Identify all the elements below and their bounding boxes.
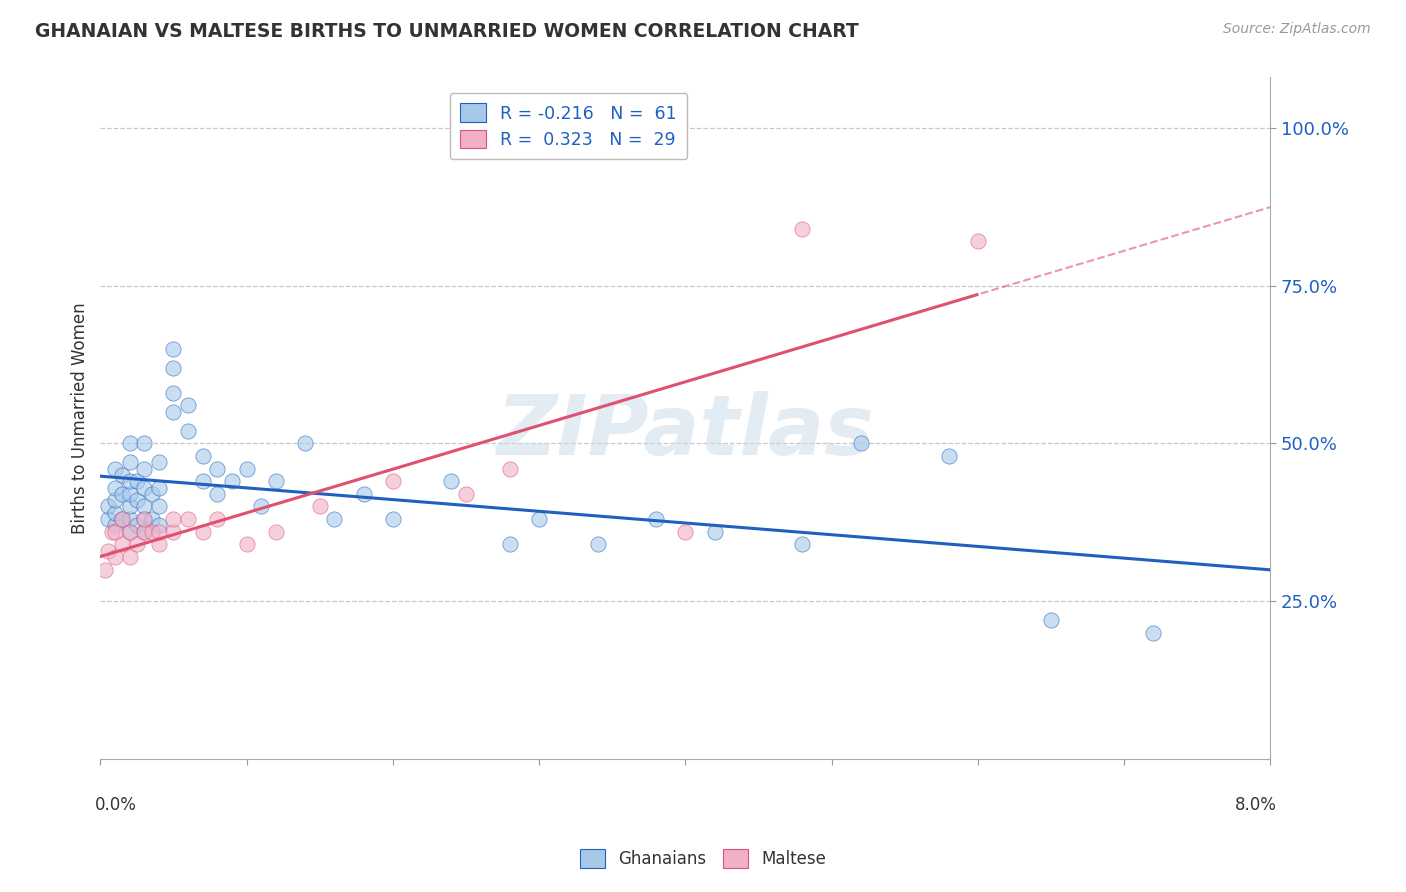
Text: Source: ZipAtlas.com: Source: ZipAtlas.com xyxy=(1223,22,1371,37)
Point xyxy=(235,537,257,551)
Point xyxy=(264,474,287,488)
Point xyxy=(162,385,184,400)
Point xyxy=(849,436,872,450)
Text: ZIPatlas: ZIPatlas xyxy=(496,392,875,472)
Point xyxy=(134,512,156,526)
Point xyxy=(177,399,200,413)
Point xyxy=(104,493,127,508)
Point xyxy=(111,487,134,501)
Point xyxy=(162,512,184,526)
Point xyxy=(118,474,141,488)
Point xyxy=(162,405,184,419)
Point xyxy=(104,524,127,539)
Point xyxy=(134,524,156,539)
Point xyxy=(381,512,404,526)
Point xyxy=(191,524,214,539)
Point xyxy=(323,512,346,526)
Point xyxy=(381,474,404,488)
Legend: Ghanaians, Maltese: Ghanaians, Maltese xyxy=(574,843,832,875)
Point xyxy=(104,461,127,475)
Point xyxy=(104,518,127,533)
Point xyxy=(118,524,141,539)
Point xyxy=(162,342,184,356)
Point xyxy=(162,360,184,375)
Point xyxy=(104,506,127,520)
Point xyxy=(118,524,141,539)
Point xyxy=(499,461,522,475)
Point xyxy=(111,537,134,551)
Point xyxy=(792,537,814,551)
Point xyxy=(967,235,990,249)
Point xyxy=(111,512,134,526)
Point xyxy=(148,518,170,533)
Point xyxy=(207,461,229,475)
Point xyxy=(97,512,120,526)
Point xyxy=(191,449,214,463)
Point xyxy=(134,524,156,539)
Legend: R = -0.216   N =  61, R =  0.323   N =  29: R = -0.216 N = 61, R = 0.323 N = 29 xyxy=(450,93,688,160)
Point xyxy=(118,455,141,469)
Point xyxy=(148,500,170,514)
Point xyxy=(586,537,609,551)
Point xyxy=(235,461,257,475)
Point xyxy=(177,424,200,438)
Point xyxy=(499,537,522,551)
Text: 0.0%: 0.0% xyxy=(94,797,136,814)
Point xyxy=(221,474,243,488)
Point xyxy=(1040,613,1063,627)
Point xyxy=(101,524,124,539)
Point xyxy=(111,512,134,526)
Point xyxy=(938,449,960,463)
Point xyxy=(134,461,156,475)
Point xyxy=(353,487,375,501)
Point xyxy=(703,524,725,539)
Point xyxy=(125,474,148,488)
Point xyxy=(673,524,696,539)
Point xyxy=(1142,625,1164,640)
Point xyxy=(440,474,463,488)
Text: GHANAIAN VS MALTESE BIRTHS TO UNMARRIED WOMEN CORRELATION CHART: GHANAIAN VS MALTESE BIRTHS TO UNMARRIED … xyxy=(35,22,859,41)
Point xyxy=(118,549,141,564)
Point xyxy=(93,562,115,576)
Point xyxy=(141,487,163,501)
Text: 8.0%: 8.0% xyxy=(1234,797,1277,814)
Point xyxy=(104,481,127,495)
Point xyxy=(134,500,156,514)
Point xyxy=(104,549,127,564)
Point xyxy=(250,500,273,514)
Point xyxy=(134,512,156,526)
Point xyxy=(125,493,148,508)
Point xyxy=(118,500,141,514)
Point xyxy=(148,537,170,551)
Point xyxy=(264,524,287,539)
Point xyxy=(207,512,229,526)
Point xyxy=(111,467,134,482)
Point xyxy=(125,537,148,551)
Point xyxy=(148,455,170,469)
Point xyxy=(645,512,668,526)
Point xyxy=(97,500,120,514)
Point xyxy=(118,487,141,501)
Point xyxy=(527,512,550,526)
Point xyxy=(134,481,156,495)
Point xyxy=(141,524,163,539)
Point xyxy=(134,436,156,450)
Point xyxy=(207,487,229,501)
Point xyxy=(148,524,170,539)
Point xyxy=(308,500,330,514)
Point xyxy=(162,524,184,539)
Point xyxy=(454,487,477,501)
Y-axis label: Births to Unmarried Women: Births to Unmarried Women xyxy=(72,302,89,534)
Point xyxy=(191,474,214,488)
Point xyxy=(125,518,148,533)
Point xyxy=(792,222,814,236)
Point xyxy=(118,512,141,526)
Point xyxy=(148,481,170,495)
Point xyxy=(141,512,163,526)
Point xyxy=(97,543,120,558)
Point xyxy=(294,436,316,450)
Point xyxy=(118,436,141,450)
Point xyxy=(177,512,200,526)
